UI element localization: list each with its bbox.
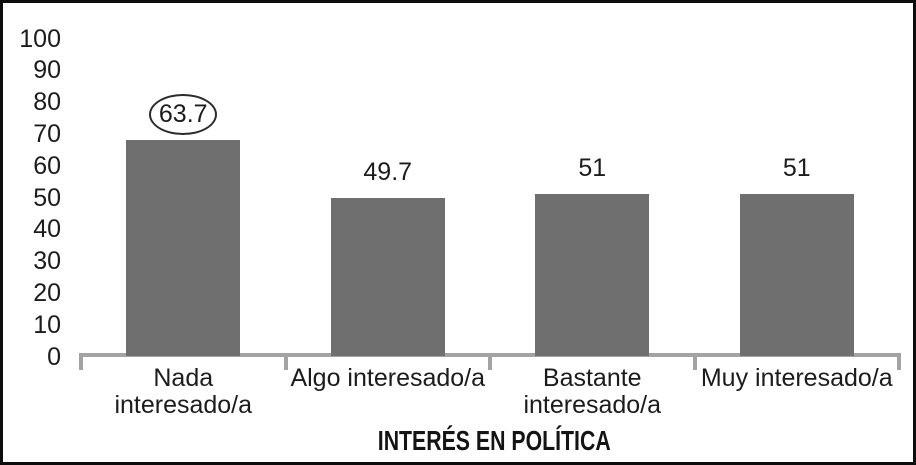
y-tick-label: 0 [47,342,61,371]
axis-tick [283,353,288,370]
value-annotation-ellipse: 63.7 [149,94,218,135]
bar [330,198,445,356]
y-tick-label: 70 [33,119,61,148]
y-tick-label: 60 [33,151,61,180]
x-category-label: Nada interesado/a [114,364,253,419]
y-tick-label: 100 [19,24,61,53]
axis-tick [488,353,492,370]
y-tick-label: 80 [33,88,61,117]
x-category-label: Algo interesado/a [290,364,486,392]
y-tick-label: 50 [33,183,61,212]
y-tick-label: 30 [33,247,61,276]
x-axis-title: INTERÉS EN POLÍTICA [194,425,794,457]
x-category-label: Bastante interesado/a [523,364,662,419]
bar [126,140,241,356]
x-category-label: Muy interesado/a [700,364,893,392]
y-tick-label: 10 [33,310,61,339]
bar-value-label: 51 [782,154,811,182]
x-axis-title-text: INTERÉS EN POLÍTICA [377,425,611,456]
y-tick-label: 90 [33,56,61,85]
y-tick-label: 20 [33,278,61,307]
axis-tick [897,353,901,370]
y-tick-label: 40 [33,215,61,244]
bar-value-label: 51 [578,154,607,182]
axis-tick [692,353,697,370]
axis-tick [79,353,83,370]
bar [739,194,854,356]
bar-value-label: 63.7 [158,100,208,128]
bar [535,194,650,356]
bar-value-label: 49.7 [363,158,413,186]
